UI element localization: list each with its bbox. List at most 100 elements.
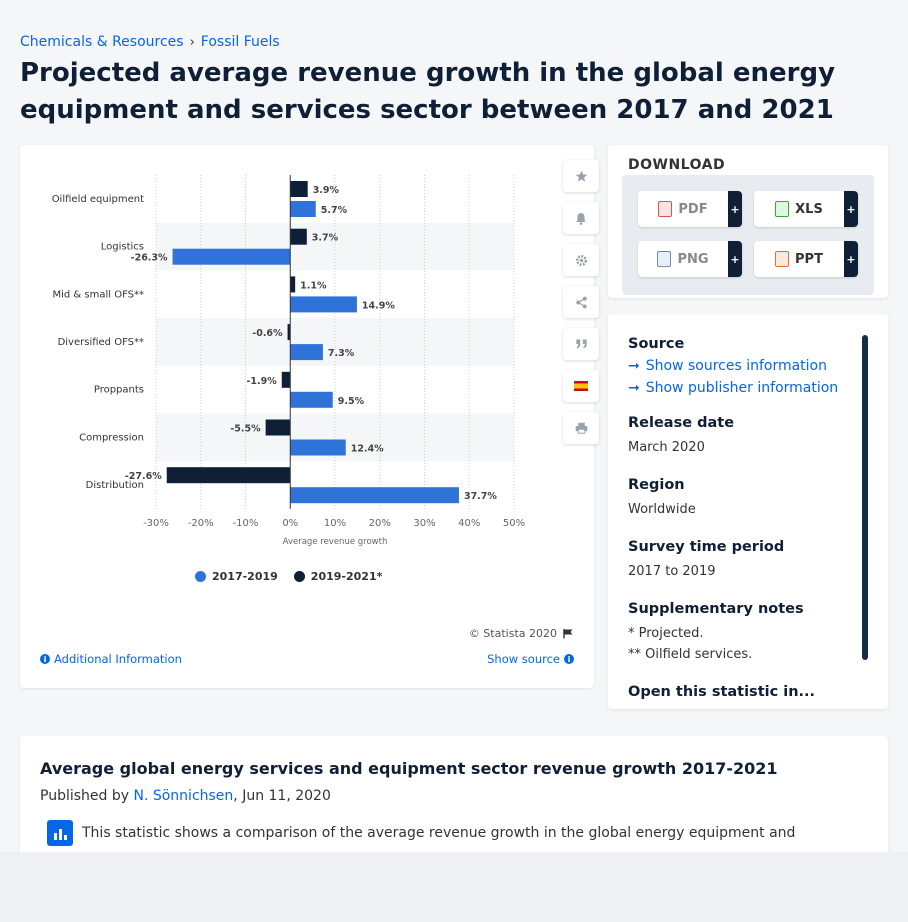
bar — [287, 324, 291, 341]
category-label: Mid & small OFS** — [52, 289, 144, 300]
scrollbar[interactable] — [862, 335, 868, 660]
survey-period-title: Survey time period — [628, 539, 785, 555]
show-publisher-link[interactable]: ➞ Show publisher information — [628, 380, 863, 396]
xls-file-icon — [775, 201, 790, 217]
bar — [290, 391, 333, 408]
bottom-bar — [0, 852, 908, 922]
legend-label: 2017-2019 — [212, 570, 278, 583]
spain-flag-icon — [574, 381, 588, 391]
download-ppt-button[interactable]: PPT + — [754, 241, 858, 277]
statistic-info-card: Source ➞ Show sources information ➞ Show p… — [608, 314, 888, 709]
gear-icon — [575, 254, 587, 266]
print-button[interactable] — [563, 412, 599, 444]
pdf-file-icon — [658, 201, 673, 217]
pdf-plus-icon[interactable]: + — [728, 191, 742, 227]
bar — [290, 228, 307, 245]
bar — [166, 467, 291, 484]
source-title: Source — [628, 336, 685, 352]
data-label: 5.7% — [321, 205, 348, 216]
share-button[interactable] — [563, 286, 599, 318]
download-xls-button[interactable]: XLS + — [754, 191, 858, 227]
show-source-link[interactable]: Show source i — [487, 652, 574, 666]
bar — [290, 296, 357, 313]
xls-label: XLS — [795, 201, 823, 217]
region-value: Worldwide — [628, 502, 696, 517]
info-icon: i — [40, 654, 50, 664]
author-link[interactable]: N. Sönnichsen — [133, 788, 234, 804]
published-prefix: Published by — [40, 788, 130, 804]
breadcrumb-fossil-fuels[interactable]: Fossil Fuels — [200, 34, 280, 50]
x-tick-label: 30% — [413, 518, 435, 529]
chart-card: -30% -20% -10% 0% 10% 20% 30% 40% 50% Average rev… — [20, 145, 599, 688]
bar — [290, 487, 459, 504]
x-tick-label: -20% — [188, 518, 214, 529]
legend-dot-icon — [195, 571, 206, 582]
arrow-right-icon: ➞ — [628, 380, 640, 396]
copyright-text: © Statista 2020 — [468, 627, 557, 640]
data-label: 9.5% — [338, 396, 365, 407]
legend-label: 2019-2021* — [310, 570, 383, 583]
xls-plus-icon[interactable]: + — [844, 191, 858, 227]
x-tick-label: -30% — [143, 518, 169, 529]
download-title: DOWNLOAD — [628, 157, 726, 173]
cite-button[interactable] — [563, 328, 599, 360]
data-label: 3.9% — [313, 185, 340, 196]
show-publisher-label: Show publisher information — [645, 380, 839, 396]
download-png-button[interactable]: PNG + — [638, 241, 742, 277]
language-button[interactable] — [563, 370, 599, 402]
bar — [290, 344, 323, 361]
scrollbar-thumb[interactable] — [862, 335, 868, 660]
x-tick-label: 50% — [503, 518, 525, 529]
bar — [290, 276, 296, 293]
data-label: -1.9% — [246, 376, 277, 387]
x-tick-label: -10% — [233, 518, 259, 529]
additional-information-link[interactable]: i Additional Information — [40, 652, 182, 666]
data-label: 1.1% — [300, 280, 327, 291]
bell-icon — [576, 212, 586, 225]
additional-info-label: Additional Information — [54, 652, 182, 666]
category-label: Distribution — [86, 480, 144, 491]
ppt-label: PPT — [795, 251, 823, 267]
bar — [172, 248, 291, 265]
supplementary-notes-title: Supplementary notes — [628, 601, 804, 617]
category-label: Proppants — [94, 385, 144, 396]
favorite-button[interactable] — [563, 160, 599, 192]
note-projected: * Projected. — [628, 626, 704, 641]
notification-button[interactable] — [563, 202, 599, 234]
download-pdf-button[interactable]: PDF + — [638, 191, 742, 227]
show-sources-link[interactable]: ➞ Show sources information — [628, 358, 863, 374]
show-sources-label: Show sources information — [645, 358, 827, 374]
breadcrumb: Chemicals & Resources › Fossil Fuels — [20, 34, 280, 50]
x-tick-label: 20% — [369, 518, 391, 529]
info-icon: i — [564, 654, 574, 664]
png-plus-icon[interactable]: + — [728, 241, 742, 277]
legend-item-2019-2021[interactable]: 2019-2021* — [293, 570, 383, 583]
release-date-value: March 2020 — [628, 440, 705, 455]
settings-button[interactable] — [563, 244, 599, 276]
x-tick-label: 0% — [282, 518, 298, 529]
note-oilfield-services: ** Oilfield services. — [628, 647, 753, 662]
article-title: Average global energy services and equip… — [40, 759, 778, 778]
open-statistic-title[interactable]: Open this statistic in... — [628, 684, 816, 700]
bar — [290, 181, 308, 197]
ppt-plus-icon[interactable]: + — [844, 241, 858, 277]
bar — [290, 201, 316, 217]
star-icon — [575, 170, 587, 182]
breadcrumb-chemicals[interactable]: Chemicals & Resources — [20, 34, 184, 50]
published-date: , Jun 11, 2020 — [233, 788, 331, 804]
statistic-icon — [47, 820, 73, 846]
x-axis-label: Average revenue growth — [283, 537, 388, 547]
chart-toolbar — [563, 160, 599, 444]
download-box: PDF + XLS + PNG + PPT + — [622, 175, 874, 295]
print-icon — [575, 422, 587, 434]
data-label: 7.3% — [328, 348, 355, 359]
region-title: Region — [628, 477, 685, 493]
legend-item-2017-2019[interactable]: 2017-2019 — [195, 570, 278, 583]
data-label: 12.4% — [351, 444, 384, 455]
data-label: -0.6% — [252, 328, 283, 339]
flag-icon[interactable] — [563, 628, 574, 639]
survey-period-value: 2017 to 2019 — [628, 564, 716, 579]
breadcrumb-separator: › — [189, 34, 195, 50]
data-label: 14.9% — [362, 300, 395, 311]
chart-copyright: © Statista 2020 — [469, 627, 574, 640]
